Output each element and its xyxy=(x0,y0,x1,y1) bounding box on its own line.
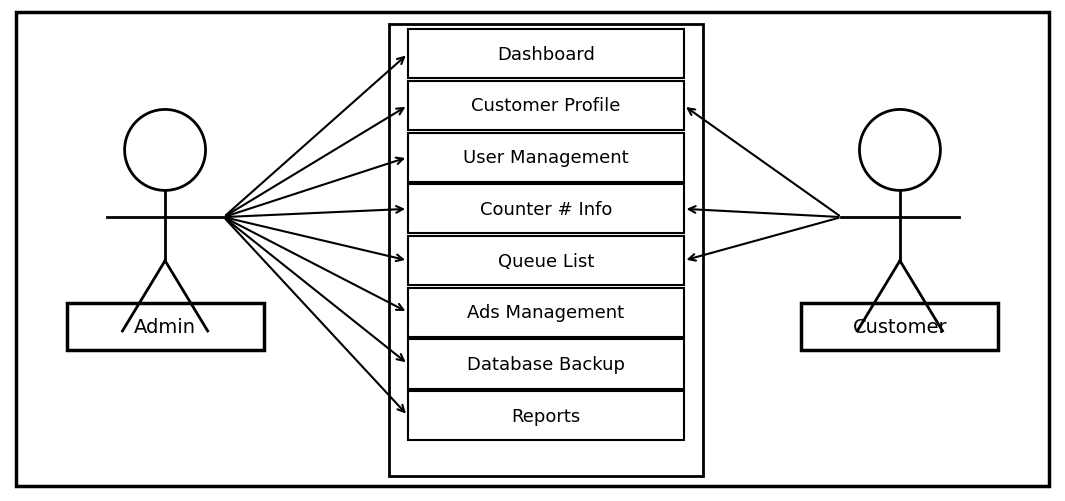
Bar xyxy=(389,25,703,476)
Bar xyxy=(408,288,684,337)
Bar xyxy=(408,236,684,286)
Bar xyxy=(408,82,684,131)
Ellipse shape xyxy=(859,110,940,191)
Text: Admin: Admin xyxy=(134,318,196,336)
Ellipse shape xyxy=(125,110,206,191)
Bar xyxy=(66,303,263,351)
Text: Reports: Reports xyxy=(511,407,580,425)
Text: Customer: Customer xyxy=(853,318,947,336)
Bar xyxy=(801,303,999,351)
Text: Ads Management: Ads Management xyxy=(468,304,624,322)
Text: Database Backup: Database Backup xyxy=(466,355,625,373)
Text: Queue List: Queue List xyxy=(497,252,594,270)
Text: Dashboard: Dashboard xyxy=(497,46,594,64)
Text: Counter # Info: Counter # Info xyxy=(479,200,612,218)
Text: Customer Profile: Customer Profile xyxy=(471,97,621,115)
Bar xyxy=(408,133,684,182)
Bar xyxy=(408,391,684,440)
Text: User Management: User Management xyxy=(463,149,628,167)
Bar xyxy=(408,30,684,79)
Bar xyxy=(408,340,684,389)
Bar xyxy=(408,185,684,234)
